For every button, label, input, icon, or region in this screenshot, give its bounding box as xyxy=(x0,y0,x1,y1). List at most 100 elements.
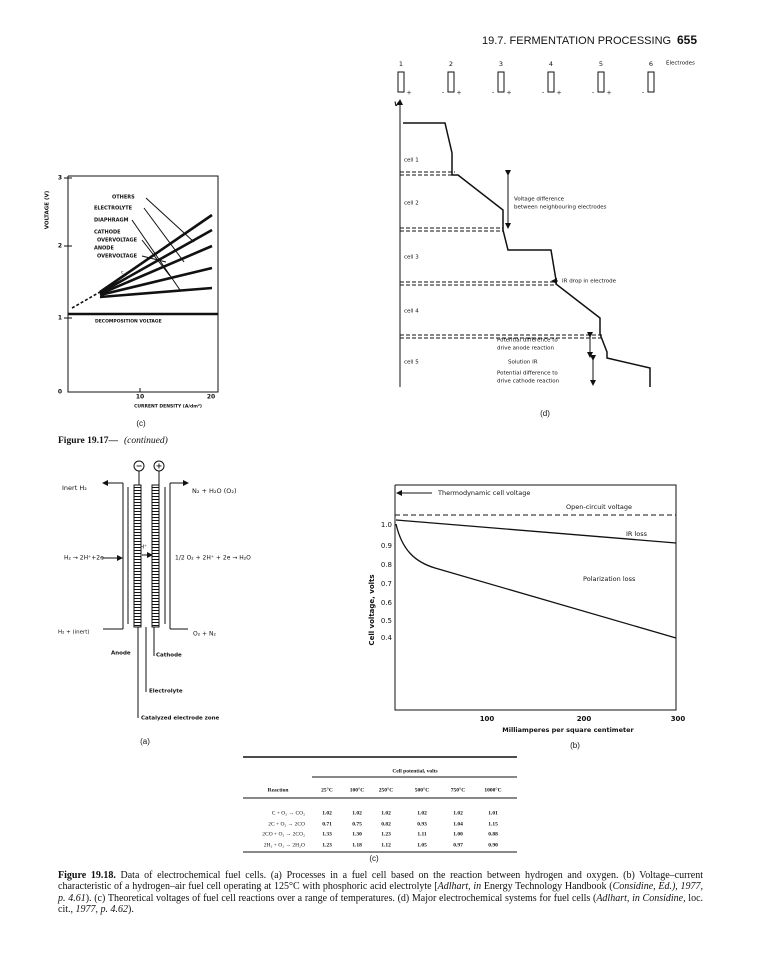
table-cell: 1.12 xyxy=(381,842,391,848)
sign: - xyxy=(542,88,545,96)
table-cell: 1.33 xyxy=(322,831,332,837)
table-cell: 1.02 xyxy=(322,810,332,816)
table-cell: 0.97 xyxy=(453,842,463,848)
label: H₂ → 2H⁺+2e xyxy=(64,555,104,562)
label: Anode xyxy=(111,651,131,657)
label: IR loss xyxy=(626,530,648,538)
axis-label: CURRENT DENSITY (A/dm²) xyxy=(134,404,202,410)
label: Solution IR xyxy=(508,360,538,366)
leader xyxy=(143,207,185,263)
table-cell: 1.30 xyxy=(352,831,362,837)
leader xyxy=(145,197,195,243)
caption-text: Considine, Ed.), 1977, p. 4.61 xyxy=(58,881,703,904)
staircase xyxy=(403,122,651,387)
polarization-figure xyxy=(394,484,677,711)
table-cell: 2C + O₂ → 2CO xyxy=(268,821,305,827)
table-rules xyxy=(243,756,517,853)
cell-boundaries xyxy=(400,171,602,339)
label: Cathode xyxy=(156,653,182,659)
label: OVERVOLTAGE xyxy=(97,238,138,244)
label: N₂ + H₂O (O₂) xyxy=(192,487,237,495)
figure-label: Figure 19.17— xyxy=(58,436,118,446)
label: 1/2 O₂ + 2H⁺ + 2e → H₂O xyxy=(175,555,251,562)
frame xyxy=(67,175,219,393)
column-header: 250°C xyxy=(379,786,393,793)
curve xyxy=(99,266,213,297)
label: OVERVOLTAGE xyxy=(97,254,138,260)
tick-label: 20 xyxy=(207,394,215,401)
fuel-cell-diagram xyxy=(102,460,189,718)
curve xyxy=(99,286,213,299)
tick-label: 3 xyxy=(58,175,62,182)
tick-label: 10 xyxy=(136,394,144,401)
axis-label: VOLTAGE (V) xyxy=(45,190,51,229)
page-number: 655 xyxy=(677,33,697,47)
polarization-curve xyxy=(395,523,677,639)
leader xyxy=(131,219,181,291)
panel-label: (c) xyxy=(136,419,146,428)
table-cell: 1.02 xyxy=(453,810,463,816)
column-header: 500°C xyxy=(415,786,429,793)
sign: + xyxy=(406,90,411,97)
table-cell: 1.23 xyxy=(381,831,391,837)
table-cell: 1.15 xyxy=(488,821,498,827)
table-cell: 1.11 xyxy=(417,831,427,837)
sign: + xyxy=(456,90,461,97)
sign: - xyxy=(642,88,645,96)
label: DECOMPOSITION VOLTAGE xyxy=(95,319,162,325)
tick-label: 1 xyxy=(58,315,62,322)
label: Potential difference to xyxy=(497,371,558,377)
column-header: 100°C xyxy=(350,786,364,793)
table-cell: 1.18 xyxy=(352,842,362,848)
table-cell: 1.23 xyxy=(322,842,332,848)
electrode-figure xyxy=(397,99,651,387)
sign: + xyxy=(606,90,611,97)
column-header: 750°C xyxy=(451,786,465,793)
tick-label: 1.0 xyxy=(381,521,392,529)
table-cell: 0.88 xyxy=(488,831,498,837)
caption-text: Adlhart, in xyxy=(437,881,482,893)
label: DIAPHRAGM xyxy=(94,218,129,224)
column-header: 25°C xyxy=(321,786,333,793)
label: Potential difference to xyxy=(497,338,558,344)
label: ELECTROLYTE xyxy=(94,206,133,212)
tick-label: 0.8 xyxy=(381,561,392,569)
sign: + xyxy=(556,90,561,97)
electrode xyxy=(597,71,605,93)
table-cell: 1.02 xyxy=(352,810,362,816)
sign: − xyxy=(136,462,143,471)
label: Inert H₂ xyxy=(62,484,87,492)
table-cell: 1.01 xyxy=(488,810,498,816)
electrode-number: 4 xyxy=(549,60,553,68)
table-cell: 0.82 xyxy=(381,821,391,827)
label: IR drop in electrode xyxy=(562,279,617,285)
curve xyxy=(99,213,213,294)
panel-label: (c) xyxy=(369,854,379,863)
label: ANODE xyxy=(94,246,114,252)
label: Thermodynamic cell voltage xyxy=(437,489,530,497)
curve xyxy=(99,228,213,295)
tick-label: 0.7 xyxy=(381,580,392,588)
label: V xyxy=(394,100,400,108)
ir-line xyxy=(395,519,677,544)
electrode-number: 3 xyxy=(499,60,503,68)
label: Open-circuit voltage xyxy=(566,503,632,511)
electrode xyxy=(397,71,405,93)
caption-text: ). xyxy=(128,903,134,915)
table-cell: 1.04 xyxy=(453,821,463,827)
caption-text: loc. cit., xyxy=(58,892,704,915)
table-cell: C + O₂ → CO₂ xyxy=(272,810,305,816)
table-cell: 0.75 xyxy=(352,821,362,827)
tick-label: 0.5 xyxy=(381,617,392,625)
label: Electrolyte xyxy=(149,689,183,695)
panel-label: (b) xyxy=(570,741,580,750)
label: O₂ + N₂ xyxy=(193,631,216,638)
tick-label: 2 xyxy=(58,243,62,250)
table-cell: 1.05 xyxy=(417,842,427,848)
table-cell: 0.93 xyxy=(417,821,427,827)
cell-label: cell 1 xyxy=(404,158,419,164)
caption-text: 1977, p. 4.62 xyxy=(75,903,129,915)
table-cell: 0.90 xyxy=(488,842,498,848)
tick-label: 0 xyxy=(58,389,62,396)
